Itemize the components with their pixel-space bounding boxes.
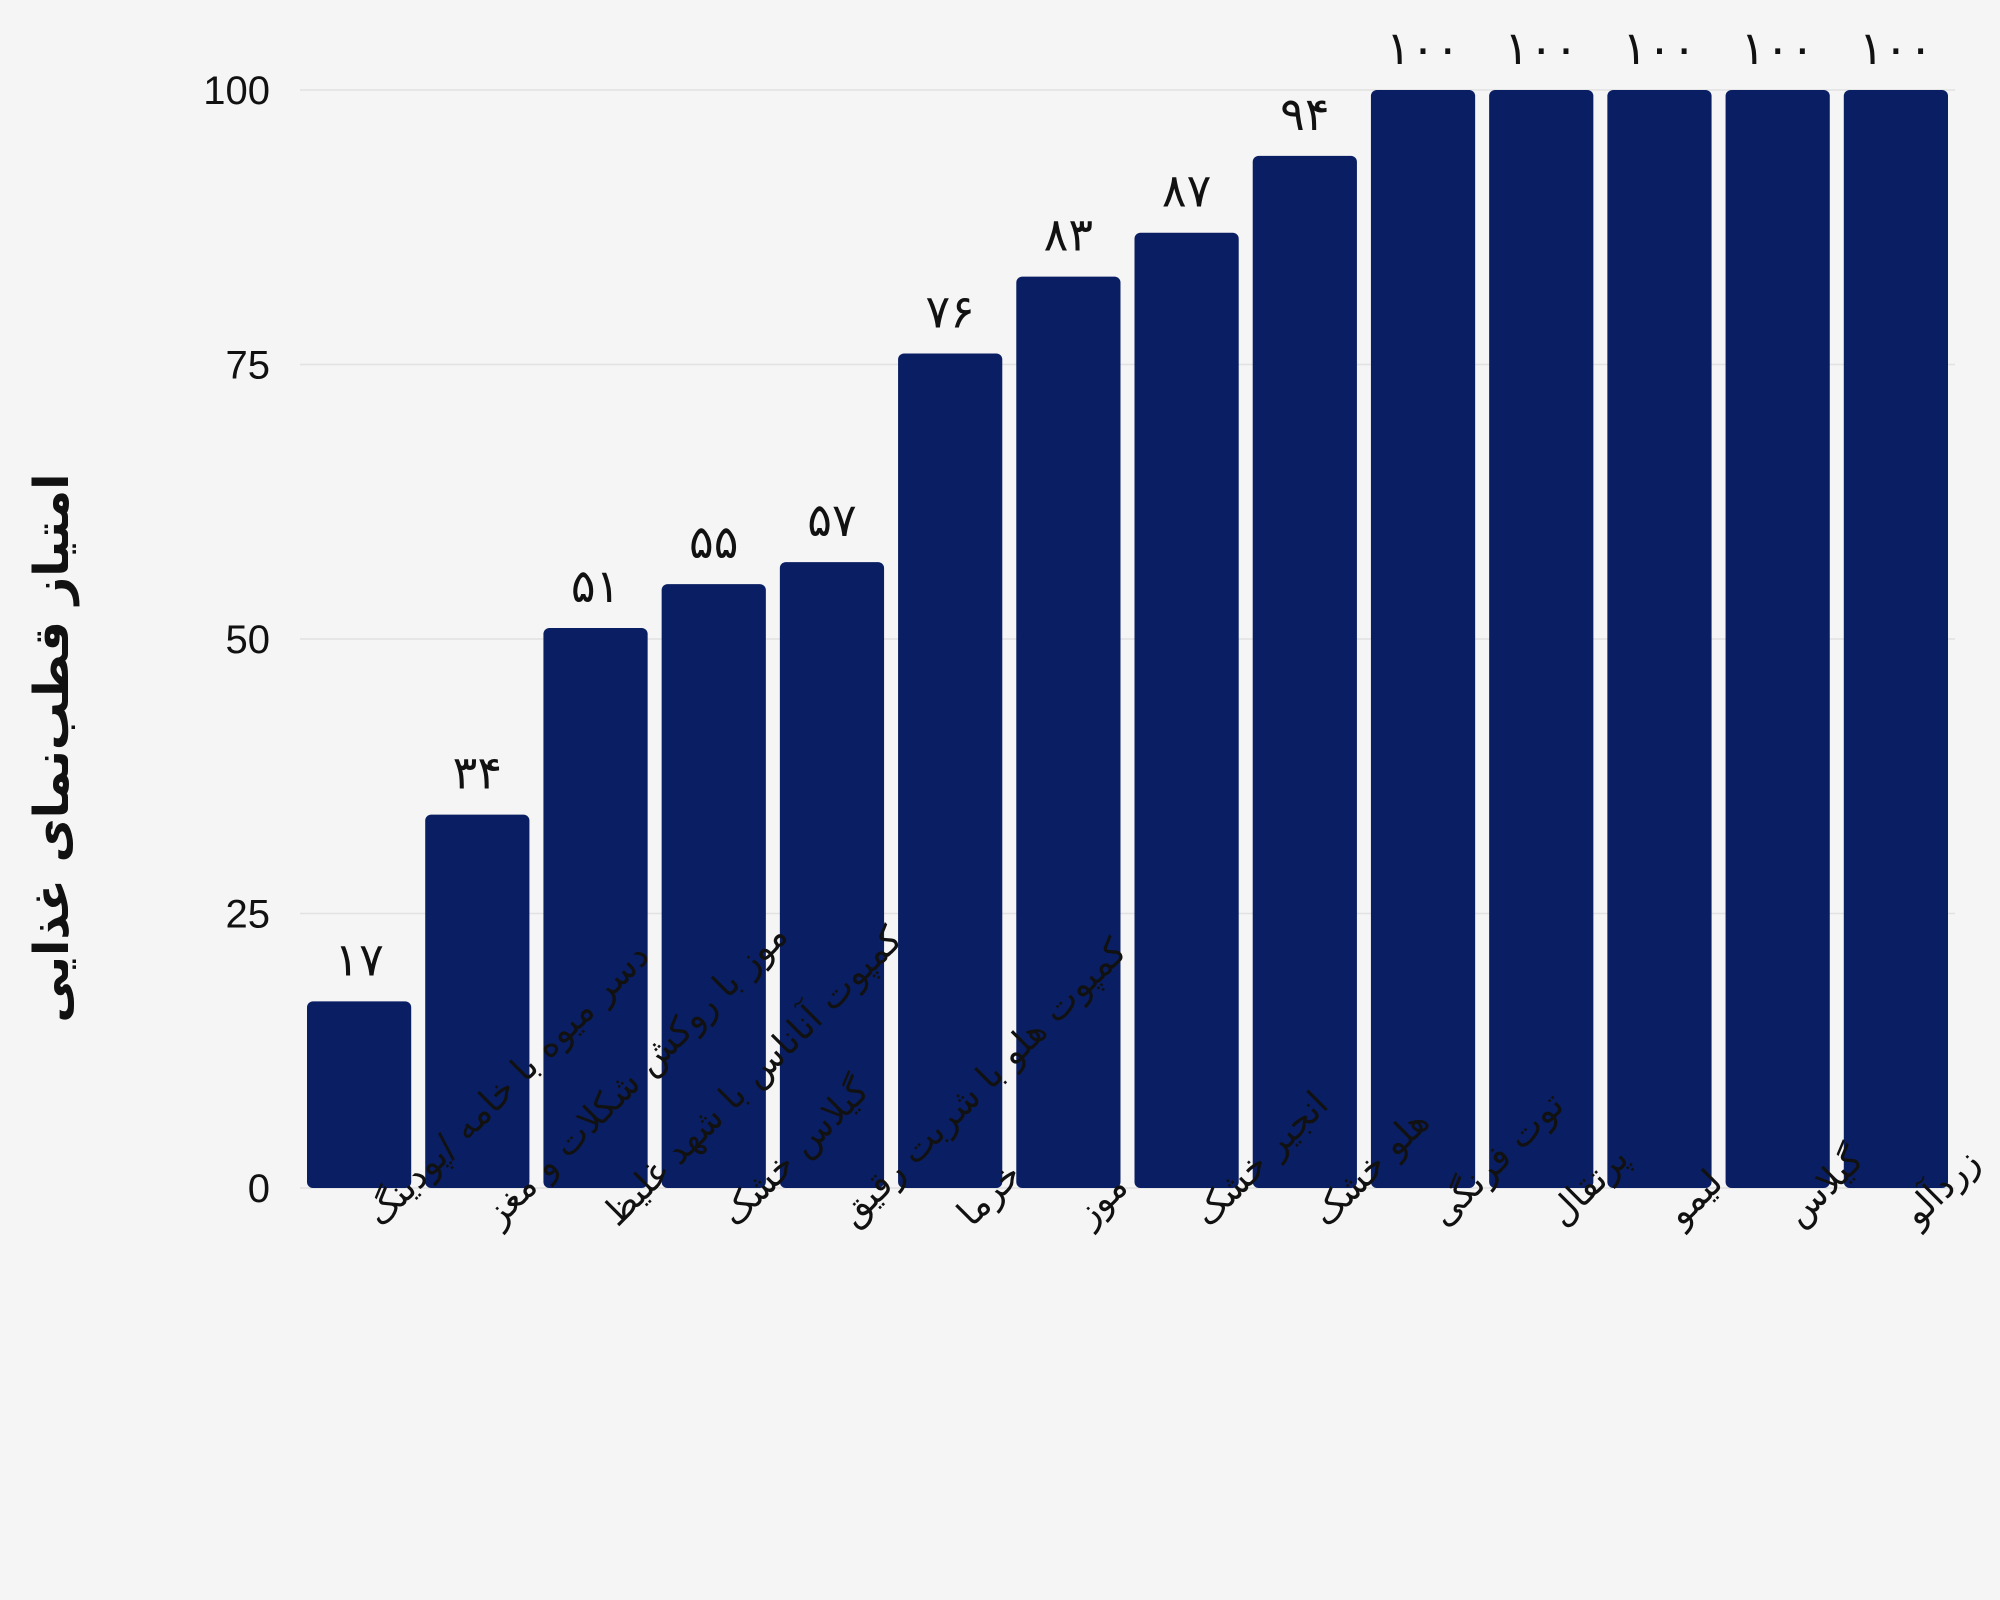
data-labels: ۱۷ ۳۴ ۵۱ ۵۵ ۵۷ ۷۶ ۸۳ ۸۷ ۹۴ ۱۰۰ ۱۰۰ ۱۰۰ ۱۰۰ ۱۰۰ [334,21,1933,986]
data-label: ۸۳ [1044,208,1093,262]
bar [1252,155,1357,1188]
y-tick-label: 0 [248,1167,270,1211]
y-axis-title: امتیاز قطب‌نمای غذایی [24,473,80,1022]
bar [779,562,885,1188]
data-label: ۹۴ [1280,87,1329,141]
data-label: ۱۰۰ [1504,21,1578,75]
data-label: ۱۰۰ [1622,21,1696,75]
bar [1134,232,1239,1189]
bar [1016,276,1121,1188]
data-label: ۸۷ [1162,164,1211,218]
y-tick-label: 75 [226,344,271,388]
data-label: ۵۷ [807,493,856,547]
y-tick-label: 100 [203,69,270,113]
y-tick-label: 25 [226,893,271,937]
data-label: ۱۰۰ [1859,21,1933,75]
bar [1725,90,1830,1188]
bars [307,90,1948,1189]
data-label: ۳۴ [453,746,502,800]
data-label: ۵۱ [571,559,620,613]
bar [307,1001,412,1188]
y-tick-label: 50 [226,618,271,662]
bar [1370,90,1476,1188]
data-label: ۷۶ [925,285,974,339]
data-label: ۱۷ [334,932,383,986]
bar [1843,90,1948,1188]
bar [543,628,648,1188]
bar [425,814,530,1188]
bar [661,584,766,1188]
bar [898,353,1003,1188]
bar [1489,90,1594,1188]
bar [1607,90,1712,1188]
data-label: ۵۵ [689,515,738,569]
data-label: ۱۰۰ [1386,21,1460,75]
data-label: ۱۰۰ [1741,21,1815,75]
y-axis-ticks: 0 25 50 75 100 [203,69,270,1211]
